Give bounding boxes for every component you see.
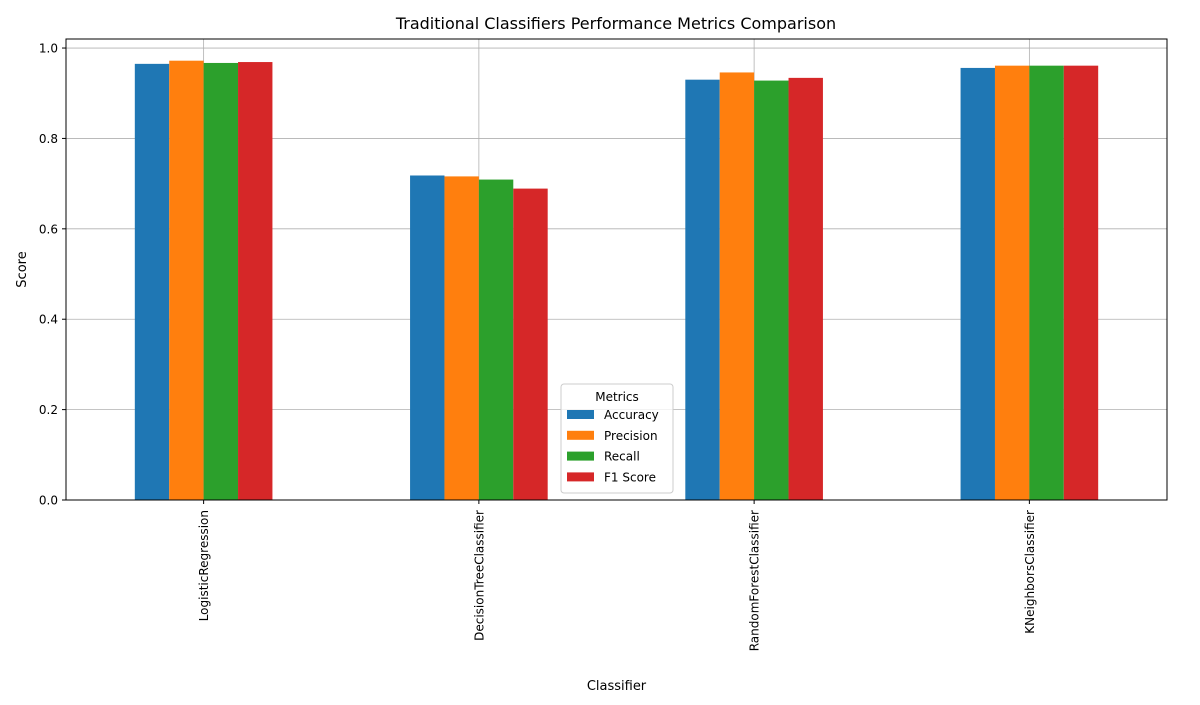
bar <box>1029 65 1064 501</box>
y-tick-label: 0.8 <box>39 132 58 146</box>
y-tick-label: 0.4 <box>39 313 58 327</box>
bar <box>513 188 548 501</box>
legend-swatch <box>567 410 594 419</box>
x-tick-label: LogisticRegression <box>197 510 211 621</box>
legend: Metrics Accuracy Precision Recall F1 Score <box>560 383 674 494</box>
y-tick-label: 0.2 <box>39 403 58 417</box>
bar <box>1063 65 1099 501</box>
bar <box>788 77 823 501</box>
bar <box>685 79 720 501</box>
y-tick-label: 0.6 <box>39 222 58 236</box>
legend-label: Accuracy <box>604 408 659 422</box>
y-axis: 0.0 0.2 0.4 0.6 0.8 1.0 <box>39 42 66 508</box>
bar <box>238 62 273 501</box>
bar <box>960 67 995 501</box>
x-tick-label: KNeighborsClassifier <box>1023 510 1037 634</box>
legend-title: Metrics <box>595 390 639 404</box>
y-tick-label: 0.0 <box>39 494 58 508</box>
legend-swatch <box>567 430 594 440</box>
legend-label: Precision <box>604 429 658 443</box>
legend-swatch <box>567 451 594 461</box>
bar <box>410 175 445 500</box>
plot-frame <box>65 38 1168 501</box>
bar <box>478 179 514 500</box>
bar <box>444 176 479 501</box>
chart-title: Traditional Classifiers Performance Metr… <box>395 14 836 33</box>
x-axis: LogisticRegression DecisionTreeClassifier… <box>197 500 1037 651</box>
legend-swatch <box>567 472 594 482</box>
legend-label: Recall <box>604 450 640 464</box>
bar <box>719 72 755 500</box>
bar <box>134 63 170 500</box>
bars <box>134 60 1099 501</box>
y-axis-label: Score <box>15 251 30 287</box>
y-tick-label: 1.0 <box>39 42 58 56</box>
bar <box>754 80 789 501</box>
legend-label: F1 Score <box>604 470 656 484</box>
x-axis-label: Classifier <box>587 679 647 694</box>
x-tick-label: RandomForestClassifier <box>748 510 762 651</box>
bar <box>994 65 1030 501</box>
bar <box>169 60 204 500</box>
x-tick-label: DecisionTreeClassifier <box>472 510 486 641</box>
bar <box>203 62 239 501</box>
